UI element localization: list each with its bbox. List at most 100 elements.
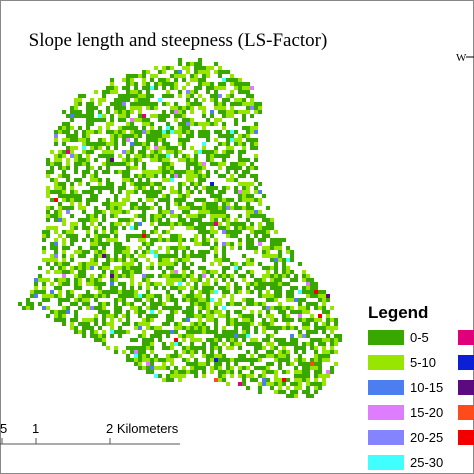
raster-cell bbox=[190, 322, 194, 326]
raster-cell bbox=[126, 90, 130, 94]
raster-cell bbox=[214, 70, 218, 74]
raster-cell bbox=[286, 250, 290, 254]
raster-cell bbox=[110, 238, 114, 242]
raster-cell bbox=[202, 126, 206, 130]
raster-cell bbox=[114, 86, 118, 90]
raster-cell bbox=[62, 270, 66, 274]
raster-cell bbox=[258, 294, 262, 298]
raster-cell bbox=[134, 214, 138, 218]
raster-cell bbox=[138, 262, 142, 266]
raster-cell bbox=[162, 186, 166, 190]
raster-cell bbox=[234, 162, 238, 166]
raster-cell bbox=[306, 378, 310, 382]
raster-cell bbox=[58, 302, 62, 306]
raster-cell bbox=[262, 366, 266, 370]
raster-cell bbox=[174, 342, 178, 346]
raster-cell bbox=[114, 206, 118, 210]
raster-cell bbox=[282, 350, 286, 354]
raster-cell bbox=[134, 174, 138, 178]
raster-cell bbox=[118, 274, 122, 278]
raster-cell bbox=[254, 346, 258, 350]
raster-cell bbox=[110, 334, 114, 338]
raster-cell bbox=[194, 338, 198, 342]
raster-cell bbox=[154, 154, 158, 158]
raster-cell bbox=[202, 214, 206, 218]
raster-cell bbox=[106, 126, 110, 130]
raster-cell bbox=[230, 138, 234, 142]
raster-cell bbox=[206, 238, 210, 242]
raster-cell bbox=[178, 90, 182, 94]
raster-cell bbox=[290, 310, 294, 314]
raster-cell bbox=[118, 250, 122, 254]
raster-cell bbox=[102, 338, 106, 342]
raster-cell bbox=[186, 166, 190, 170]
raster-cell bbox=[134, 138, 138, 142]
raster-cell bbox=[158, 158, 162, 162]
raster-cell bbox=[82, 330, 86, 334]
raster-cell bbox=[210, 318, 214, 322]
raster-cell bbox=[202, 342, 206, 346]
raster-cell bbox=[182, 262, 186, 266]
raster-cell bbox=[38, 290, 42, 294]
raster-cell bbox=[158, 238, 162, 242]
raster-cell bbox=[206, 202, 210, 206]
raster-cell bbox=[246, 374, 250, 378]
raster-cell bbox=[226, 146, 230, 150]
raster-cell bbox=[78, 266, 82, 270]
raster-cell bbox=[158, 130, 162, 134]
raster-cell bbox=[194, 78, 198, 82]
raster-cell bbox=[154, 314, 158, 318]
raster-cell bbox=[154, 130, 158, 134]
raster-cell bbox=[262, 218, 266, 222]
scale-bar: 5 1 2 Kilometers bbox=[0, 421, 180, 445]
raster-cell bbox=[214, 338, 218, 342]
raster-cell bbox=[178, 370, 182, 374]
raster-cell bbox=[182, 318, 186, 322]
raster-cell bbox=[94, 118, 98, 122]
raster-cell bbox=[326, 310, 330, 314]
raster-cell bbox=[50, 178, 54, 182]
raster-cell bbox=[242, 330, 246, 334]
raster-cell bbox=[238, 366, 242, 370]
raster-cell bbox=[242, 378, 246, 382]
raster-cell bbox=[114, 194, 118, 198]
raster-cell bbox=[326, 374, 330, 378]
raster-cell bbox=[98, 334, 102, 338]
raster-cell bbox=[234, 234, 238, 238]
raster-cell bbox=[270, 298, 274, 302]
raster-cell bbox=[150, 194, 154, 198]
raster-cell bbox=[166, 278, 170, 282]
raster-cell bbox=[190, 106, 194, 110]
raster-cell bbox=[134, 362, 138, 366]
raster-cell bbox=[222, 342, 226, 346]
raster-cell bbox=[86, 294, 90, 298]
raster-cell bbox=[250, 198, 254, 202]
raster-cell bbox=[254, 282, 258, 286]
raster-cell bbox=[218, 314, 222, 318]
raster-cell bbox=[134, 126, 138, 130]
raster-cell bbox=[170, 150, 174, 154]
raster-cell bbox=[250, 318, 254, 322]
raster-cell bbox=[66, 262, 70, 266]
raster-cell bbox=[74, 326, 78, 330]
raster-cell bbox=[190, 238, 194, 242]
raster-cell bbox=[322, 354, 326, 358]
raster-cell bbox=[194, 238, 198, 242]
raster-cell bbox=[222, 334, 226, 338]
raster-cell bbox=[42, 294, 46, 298]
raster-cell bbox=[186, 282, 190, 286]
raster-cell bbox=[234, 326, 238, 330]
raster-cell bbox=[138, 106, 142, 110]
raster-cell bbox=[270, 238, 274, 242]
raster-cell bbox=[62, 222, 66, 226]
raster-cell bbox=[218, 362, 222, 366]
raster-cell bbox=[182, 66, 186, 70]
raster-cell bbox=[182, 358, 186, 362]
raster-cell bbox=[74, 146, 78, 150]
raster-cell bbox=[262, 294, 266, 298]
raster-cell bbox=[166, 254, 170, 258]
raster-cell bbox=[306, 282, 310, 286]
legend-label: 0-5 bbox=[410, 330, 429, 345]
raster-cell bbox=[202, 354, 206, 358]
raster-cell bbox=[66, 278, 70, 282]
